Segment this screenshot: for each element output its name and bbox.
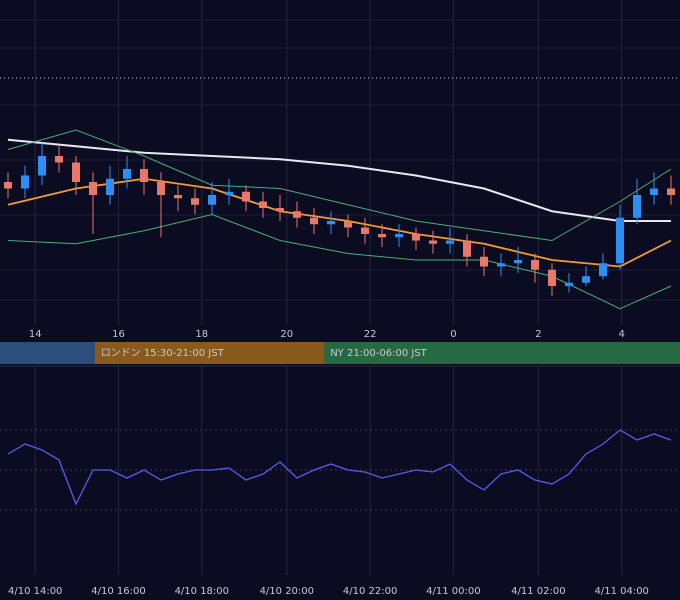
moving-line	[7, 138, 671, 222]
time-label: 4/10 14:00	[8, 586, 62, 597]
candle-body	[140, 169, 148, 182]
moving-line	[7, 213, 672, 310]
candle-body	[378, 234, 386, 238]
session-bar	[0, 342, 95, 364]
time-label: 4/10 20:00	[260, 586, 314, 597]
candle-body	[89, 182, 97, 195]
candle-body	[72, 162, 80, 182]
x-tick-label: 16	[112, 329, 125, 340]
x-tick-label: 20	[280, 329, 293, 340]
candle-body	[531, 260, 539, 270]
candle-body	[565, 282, 573, 286]
time-label: 4/11 00:00	[426, 586, 480, 597]
session-label: NY 21:00-06:00 JST	[330, 348, 427, 359]
candle-body	[497, 263, 505, 267]
x-tick-label: 0	[450, 329, 456, 340]
candle-body	[548, 269, 556, 286]
moving-line	[7, 129, 672, 242]
candle-body	[395, 234, 403, 238]
candle-body	[208, 195, 216, 205]
x-tick-label: 22	[364, 329, 377, 340]
candle-body	[191, 198, 199, 205]
candle-body	[174, 195, 182, 199]
x-tick-label: 4	[619, 329, 625, 340]
time-label: 4/10 18:00	[175, 586, 229, 597]
candle-body	[157, 182, 165, 195]
x-tick-label: 14	[29, 329, 42, 340]
time-label: 4/11 02:00	[511, 586, 565, 597]
candle-body	[293, 211, 301, 218]
candle-body	[123, 169, 131, 179]
time-label: 4/10 22:00	[343, 586, 397, 597]
candle-body	[446, 240, 454, 244]
candle-body	[327, 221, 335, 225]
candle-body	[38, 156, 46, 176]
candle-body	[106, 178, 114, 195]
x-tick-label: 18	[195, 329, 208, 340]
candle-body	[514, 260, 522, 264]
h-grid	[0, 19, 680, 301]
candle-body	[344, 221, 352, 228]
candle-body	[361, 227, 369, 234]
candle-body	[667, 188, 675, 195]
candle-body	[480, 256, 488, 267]
candle-body	[55, 156, 63, 163]
candle-body	[310, 217, 318, 225]
candle-body	[4, 182, 12, 189]
candle-body	[21, 175, 29, 189]
x-tick-label: 2	[535, 329, 541, 340]
candle-body	[242, 191, 250, 202]
candle-body	[429, 240, 437, 244]
candle-body	[650, 188, 658, 195]
session-bar	[324, 342, 680, 364]
time-label: 4/10 16:00	[91, 586, 145, 597]
candle-body	[225, 191, 233, 195]
candle-body	[276, 208, 284, 212]
session-label: ロンドン 15:30-21:00 JST	[101, 348, 225, 359]
candle-body	[412, 234, 420, 241]
oscillator-line	[7, 429, 672, 506]
time-label: 4/11 04:00	[594, 586, 648, 597]
candle-body	[616, 217, 624, 264]
candle-body	[633, 195, 641, 218]
candle-body	[259, 201, 267, 208]
candle-body	[463, 240, 471, 257]
candle-body	[599, 263, 607, 277]
session-bar	[94, 342, 345, 364]
candle-body	[582, 276, 590, 283]
